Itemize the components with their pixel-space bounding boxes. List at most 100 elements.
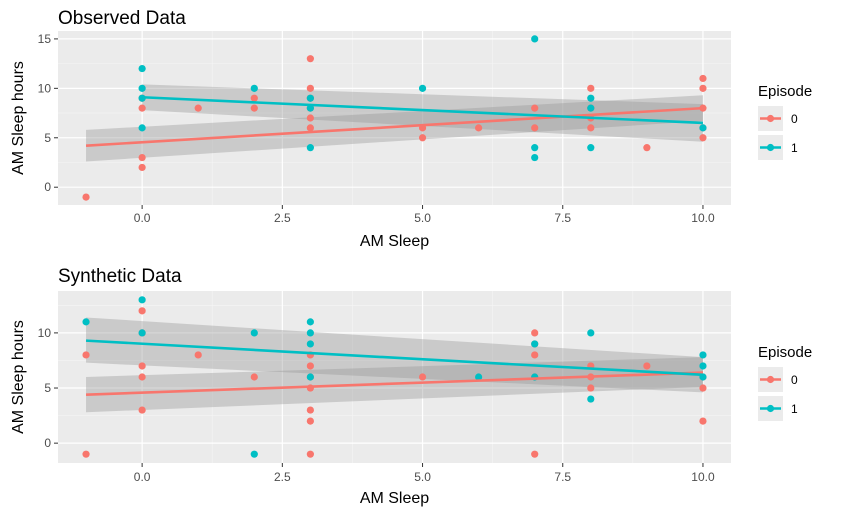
x-tick-label: 2.5 [274,470,291,484]
y-tick-label: 0 [44,436,51,450]
data-point-episode-0 [699,384,707,392]
y-tick-label: 0 [44,180,51,194]
data-point-episode-1 [306,373,314,381]
data-point-episode-0 [138,104,146,112]
data-point-episode-0 [475,124,483,132]
x-tick-label: 2.5 [274,211,291,225]
legend: Episode 0 1 [758,344,812,421]
x-tick-label: 10.0 [691,211,715,225]
legend-label: 0 [791,373,798,387]
legend-key-point [766,404,775,413]
y-axis-label: AM Sleep hours [10,61,27,175]
data-point-episode-1 [587,144,595,152]
data-point-episode-1 [306,94,314,102]
confidence-band-episode-1 [142,84,703,142]
data-point-episode-0 [82,351,90,359]
data-point-episode-1 [475,373,483,381]
x-tick-label: 7.5 [554,470,571,484]
data-point-episode-0 [250,94,258,102]
chart-title: Observed Data [58,8,186,29]
data-point-episode-1 [531,144,539,152]
data-point-episode-1 [138,329,146,337]
y-tick-label: 10 [38,326,52,340]
data-point-episode-0 [699,84,707,92]
data-point-episode-0 [138,406,146,414]
x-axis-label: AM Sleep [360,490,429,507]
x-tick-label: 5.0 [414,211,431,225]
data-point-episode-1 [306,329,314,337]
plot-panel [58,291,731,463]
trend-line-episode-1 [142,95,704,125]
data-point-episode-0 [194,104,202,112]
data-point-episode-1 [699,351,707,359]
data-point-episode-1 [531,35,539,43]
data-point-episode-1 [531,153,539,162]
data-point-episode-0 [531,450,539,458]
data-point-episode-0 [643,362,651,370]
chart-title: Synthetic Data [58,266,182,287]
data-point-episode-0 [418,373,427,381]
data-point-episode-1 [138,296,146,304]
data-point-episode-0 [587,384,595,392]
data-point-episode-0 [699,104,707,112]
data-point-episode-1 [250,84,258,92]
data-point-episode-1 [418,84,427,92]
gridlines [58,31,731,205]
data-point-episode-0 [531,104,539,112]
x-tick-label: 7.5 [554,211,571,225]
data-point-episode-1 [306,144,314,152]
data-point-episode-0 [138,153,146,162]
data-point-episode-0 [82,450,90,458]
data-point-episode-0 [306,114,314,122]
x-tick-label: 0.0 [134,470,151,484]
y-tick-label: 5 [44,131,51,145]
data-point-episode-0 [138,307,146,315]
legend-key-point [766,114,775,123]
data-point-episode-1 [138,64,146,73]
y-tick-label: 5 [44,381,51,395]
data-point-episode-1 [306,318,314,326]
data-point-episode-0 [138,163,146,172]
data-point-episode-0 [699,417,707,425]
legend-label: 1 [791,141,798,155]
data-point-episode-0 [587,84,595,92]
data-point-episode-0 [138,362,146,370]
data-point-episode-0 [194,351,202,359]
y-tick-label: 15 [38,32,52,46]
data-point-episode-1 [82,318,90,326]
legend-key-point [766,375,775,384]
data-point-episode-0 [531,124,539,132]
x-tick-label: 10.0 [691,470,715,484]
confidence-band-episode-1 [86,317,703,393]
x-tick-label: 5.0 [414,470,431,484]
data-point-episode-0 [306,450,314,458]
data-point-episode-0 [306,124,314,132]
trend-line-episode-0 [85,106,704,147]
trend-line-episode-0 [85,371,704,396]
legend-label: 1 [791,402,798,416]
data-point-episode-0 [699,74,707,83]
data-point-episode-1 [587,94,595,102]
x-tick-label: 0.0 [134,211,151,225]
data-point-episode-0 [306,417,314,425]
data-point-episode-0 [82,193,90,201]
data-point-episode-1 [587,395,595,403]
data-point-episode-1 [699,362,707,370]
data-point-episode-0 [250,104,258,112]
y-axis-label: AM Sleep hours [10,320,27,434]
confidence-band-episode-0 [86,95,703,162]
data-point-episode-1 [587,329,595,337]
data-point-episode-1 [306,340,314,348]
data-point-episode-1 [531,340,539,348]
legend-title: Episode [758,344,812,361]
data-point-episode-1 [138,84,146,92]
data-point-episode-0 [531,351,539,359]
legend-label: 0 [791,112,798,126]
data-point-episode-0 [306,362,314,370]
data-point-episode-0 [699,134,707,142]
data-point-episode-0 [306,84,314,92]
